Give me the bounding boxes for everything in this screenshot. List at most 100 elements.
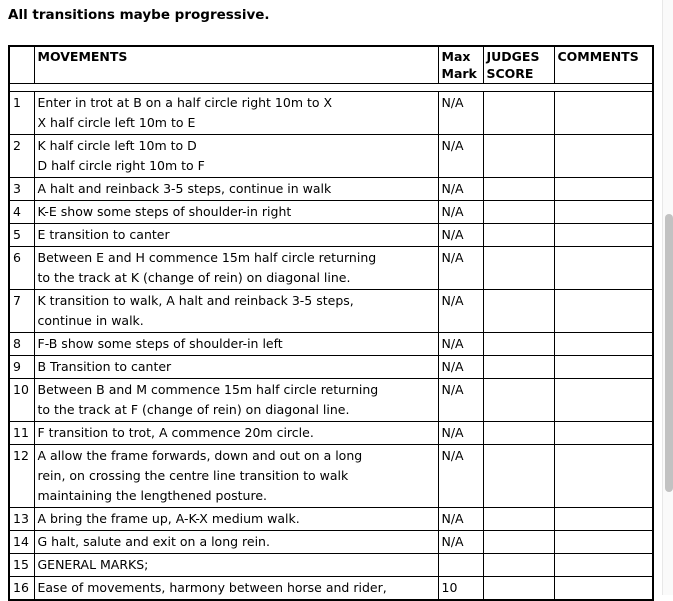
header-spacer-row — [9, 83, 653, 92]
movement-number-cell: 16 — [8, 576, 35, 601]
movement-number-cell: 7 — [8, 289, 35, 333]
movement-number-cell: 14 — [8, 530, 35, 554]
movement-description-cell: F transition to trot, A commence 20m cir… — [33, 421, 439, 445]
movement-number-cell: 1 — [8, 91, 35, 135]
max-mark-cell: N/A — [437, 134, 484, 178]
header-spacer-cell — [9, 83, 653, 92]
comments-cell — [553, 421, 654, 445]
movement-description-cell: K transition to walk, A halt and reinbac… — [33, 289, 439, 333]
judges-score-cell — [482, 332, 555, 356]
header-row: MOVEMENTS Max Mark JUDGES SCORE COMMENTS — [8, 45, 654, 84]
max-mark-cell: N/A — [437, 421, 484, 445]
movement-number-cell: 11 — [8, 421, 35, 445]
comments-cell — [553, 289, 654, 333]
scrollbar-thumb[interactable] — [665, 214, 673, 492]
movement-row: 14 G halt, salute and exit on a long rei… — [8, 530, 654, 554]
comments-cell — [553, 223, 654, 247]
max-mark-cell: N/A — [437, 246, 484, 290]
col-header-max-mark: Max Mark — [437, 45, 484, 84]
judges-score-cell — [482, 246, 555, 290]
movement-number-cell: 8 — [8, 332, 35, 356]
movement-row: 3 A halt and reinback 3-5 steps, continu… — [8, 177, 654, 201]
judges-score-cell — [482, 378, 555, 422]
comments-cell — [553, 134, 654, 178]
comments-cell — [553, 91, 654, 135]
movement-row: 15 GENERAL MARKS; — [8, 553, 654, 577]
comments-cell — [553, 177, 654, 201]
judges-score-cell — [482, 355, 555, 379]
judges-score-cell — [482, 223, 555, 247]
movement-row: 9 B Transition to canter N/A — [8, 355, 654, 379]
movement-description-cell: A halt and reinback 3-5 steps, continue … — [33, 177, 439, 201]
max-mark-cell: N/A — [437, 444, 484, 508]
movement-row: 16 Ease of movements, harmony between ho… — [8, 576, 654, 601]
max-mark-cell: 10 — [437, 576, 484, 601]
comments-cell — [553, 444, 654, 508]
movement-row: 5 E transition to canter N/A — [8, 223, 654, 247]
movement-description-cell: E transition to canter — [33, 223, 439, 247]
movement-description-cell: Between B and M commence 15m half circle… — [33, 378, 439, 422]
movement-description-cell: GENERAL MARKS; — [33, 553, 439, 577]
comments-cell — [553, 246, 654, 290]
movement-number-cell: 5 — [8, 223, 35, 247]
movement-description-cell: Between E and H commence 15m half circle… — [33, 246, 439, 290]
comments-cell — [553, 378, 654, 422]
movement-number-cell: 2 — [8, 134, 35, 178]
comments-cell — [553, 530, 654, 554]
movement-description-cell: G halt, salute and exit on a long rein. — [33, 530, 439, 554]
movement-number-cell: 9 — [8, 355, 35, 379]
comments-cell — [553, 355, 654, 379]
movement-number-cell: 13 — [8, 507, 35, 531]
judges-score-cell — [482, 444, 555, 508]
judges-score-cell — [482, 421, 555, 445]
movement-number-cell: 3 — [8, 177, 35, 201]
movement-row: 6 Between E and H commence 15m half circ… — [8, 246, 654, 290]
col-header-judges-score: JUDGES SCORE — [482, 45, 555, 84]
max-mark-cell: N/A — [437, 177, 484, 201]
comments-cell — [553, 332, 654, 356]
movement-row: 10 Between B and M commence 15m half cir… — [8, 378, 654, 422]
max-mark-cell: N/A — [437, 332, 484, 356]
movement-number-cell: 4 — [8, 200, 35, 224]
judges-score-cell — [482, 200, 555, 224]
max-mark-cell: N/A — [437, 530, 484, 554]
movement-row: 1 Enter in trot at B on a half circle ri… — [8, 91, 654, 135]
movement-row: 4 K-E show some steps of shoulder-in rig… — [8, 200, 654, 224]
movement-row: 2 K half circle left 10m to D D half cir… — [8, 134, 654, 178]
judges-score-cell — [482, 530, 555, 554]
movement-number-cell: 10 — [8, 378, 35, 422]
movement-row: 7 K transition to walk, A halt and reinb… — [8, 289, 654, 333]
comments-cell — [553, 200, 654, 224]
page-title: All transitions maybe progressive. — [8, 7, 270, 23]
movement-description-cell: B Transition to canter — [33, 355, 439, 379]
movement-number-cell: 15 — [8, 553, 35, 577]
max-mark-cell: N/A — [437, 91, 484, 135]
dressage-score-table: MOVEMENTS Max Mark JUDGES SCORE COMMENTS… — [8, 45, 654, 601]
judges-score-cell — [482, 134, 555, 178]
vertical-scrollbar[interactable] — [662, 0, 673, 595]
max-mark-cell: N/A — [437, 355, 484, 379]
judges-score-cell — [482, 289, 555, 333]
movement-number-cell: 6 — [8, 246, 35, 290]
judges-score-cell — [482, 507, 555, 531]
movement-description-cell: A bring the frame up, A-K-X medium walk. — [33, 507, 439, 531]
movement-description-cell: A allow the frame forwards, down and out… — [33, 444, 439, 508]
judges-score-cell — [482, 576, 555, 601]
movement-description-cell: F-B show some steps of shoulder-in left — [33, 332, 439, 356]
max-mark-cell: N/A — [437, 507, 484, 531]
movement-row: 8 F-B show some steps of shoulder-in lef… — [8, 332, 654, 356]
movement-row: 12 A allow the frame forwards, down and … — [8, 444, 654, 508]
movement-row: 11 F transition to trot, A commence 20m … — [8, 421, 654, 445]
judges-score-cell — [482, 553, 555, 577]
movement-row: 13 A bring the frame up, A-K-X medium wa… — [8, 507, 654, 531]
comments-cell — [553, 507, 654, 531]
judges-score-cell — [482, 91, 555, 135]
comments-cell — [553, 553, 654, 577]
movement-number-cell: 12 — [8, 444, 35, 508]
max-mark-cell: N/A — [437, 378, 484, 422]
movement-description-cell: Enter in trot at B on a half circle righ… — [33, 91, 439, 135]
max-mark-cell: N/A — [437, 289, 484, 333]
col-header-comments: COMMENTS — [553, 45, 654, 84]
movement-description-cell: K half circle left 10m to D D half circl… — [33, 134, 439, 178]
max-mark-cell — [437, 553, 484, 577]
